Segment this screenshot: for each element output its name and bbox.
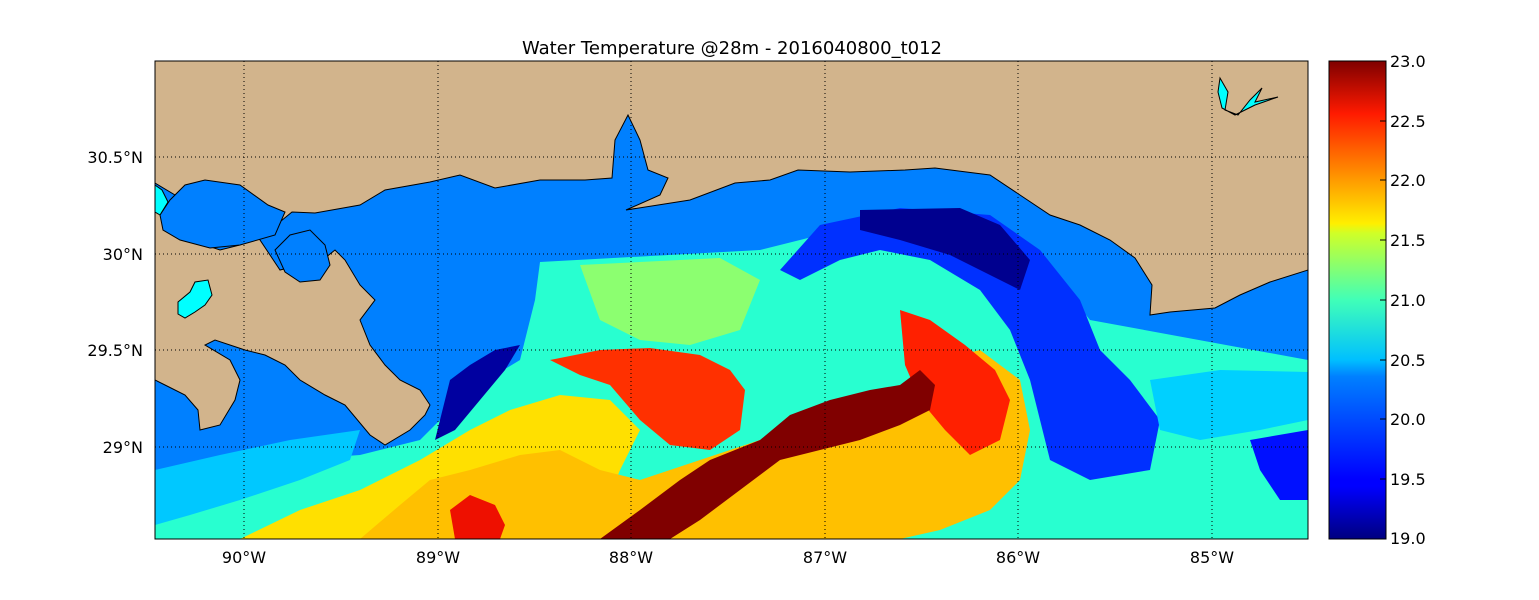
colorbar-tick-label: 21.0 (1390, 291, 1426, 310)
temp-coldest-core (860, 208, 1030, 290)
y-tick-label: 30°N (103, 245, 143, 264)
temp-cool-west-shelf (155, 430, 360, 525)
y-tick-label: 30.5°N (87, 148, 143, 167)
temp-core-max (600, 370, 935, 539)
colorbar-tick-label: 20.0 (1390, 410, 1426, 429)
y-tick-label: 29°N (103, 438, 143, 457)
lake-maurepas-cyan (155, 184, 169, 216)
x-tick-label: 87°W (803, 548, 847, 567)
x-tick-label: 89°W (416, 548, 460, 567)
temp-green-upper (580, 258, 760, 345)
temp-cold-se-eddy (1250, 430, 1308, 500)
colorbar-tick-label: 20.5 (1390, 351, 1426, 370)
florida-inland-lake-cyan (1217, 76, 1279, 116)
colorbar-ticks (1380, 120, 1386, 480)
temp-cool-se (1150, 370, 1308, 440)
temp-cold-band-east (780, 208, 1160, 480)
temp-hot-eddy-north (550, 348, 745, 450)
y-tick-label: 29.5°N (87, 341, 143, 360)
colorbar-tick-label: 19.5 (1390, 470, 1426, 489)
colorbar-tick-label: 23.0 (1390, 52, 1426, 71)
lake-pontchartrain-water (159, 179, 286, 249)
x-tick-labels: 90°W 89°W 88°W 87°W 86°W 85°W (222, 548, 1234, 567)
colorbar-tick-label: 22.0 (1390, 171, 1426, 190)
colorbar-tick-label: 22.5 (1390, 112, 1426, 131)
y-tick-labels: 29°N 29.5°N 30°N 30.5°N (87, 148, 143, 457)
gridlines (155, 61, 1308, 539)
inland-lake-cyan (177, 279, 213, 319)
x-tick-label: 88°W (609, 548, 653, 567)
temperature-field (155, 208, 1308, 539)
temp-hot-east-front (900, 310, 1010, 455)
chart-title: Water Temperature @28m - 2016040800_t012 (522, 38, 942, 59)
colorbar-tick-labels: 19.0 19.5 20.0 20.5 21.0 21.5 22.0 22.5 … (1390, 52, 1426, 548)
x-tick-label: 90°W (222, 548, 266, 567)
x-tick-label: 86°W (996, 548, 1040, 567)
temp-cold-west-front (435, 345, 520, 440)
colorbar (1328, 60, 1387, 540)
map-area (155, 61, 1308, 539)
colorbar-tick-label: 19.0 (1390, 529, 1426, 548)
x-tick-label: 85°W (1190, 548, 1234, 567)
temp-warm-band (360, 350, 1030, 539)
temp-hot-sw-patch (450, 495, 505, 539)
map-frame (154, 60, 1309, 540)
lake-borgne-water (274, 229, 331, 283)
colorbar-tick-label: 21.5 (1390, 231, 1426, 250)
